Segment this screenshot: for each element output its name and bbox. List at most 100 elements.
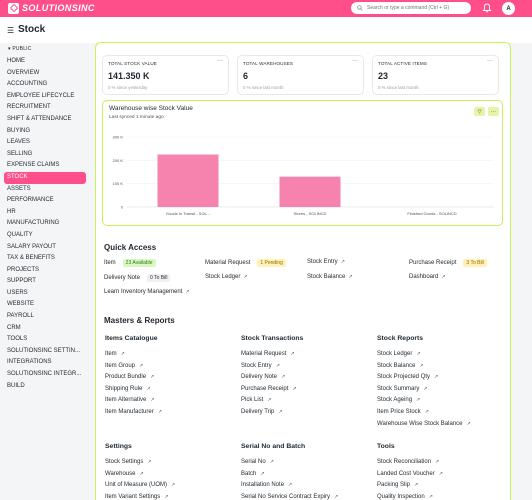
brand-logo[interactable]: SOLUTIONSINC [8, 2, 95, 14]
quick-access-link[interactable]: Dashboard ↗ [409, 274, 446, 280]
card-total-active-items[interactable]: Total Active Items 23 0 % since last mon… [372, 55, 499, 95]
sidebar-item[interactable]: SUPPORT [7, 278, 36, 285]
sidebar-item[interactable]: WEBSITE [7, 301, 35, 308]
quick-access-link[interactable]: Purchase Receipt 3 To Bill [409, 259, 487, 267]
arrow-up-right-icon: ↗ [348, 274, 353, 280]
arrow-up-right-icon: ↗ [281, 374, 286, 381]
report-link-label: Stock Ageing [377, 397, 413, 404]
report-link[interactable]: Warehouse Wise Stock Balance ↗ [377, 421, 471, 427]
card-value: 23 [378, 71, 389, 81]
report-link[interactable]: Item Manufacturer ↗ [105, 409, 162, 415]
report-link[interactable]: Serial No ↗ [241, 459, 274, 465]
report-link[interactable]: Stock Ageing ↗ [377, 397, 420, 403]
report-link[interactable]: Batch ↗ [241, 471, 265, 477]
sidebar-item[interactable]: LEAVES [7, 139, 30, 146]
sidebar-item[interactable]: SALARY PAYOUT [7, 243, 56, 250]
sidebar-item[interactable]: QUALITY [7, 231, 33, 238]
quick-access-link[interactable]: Item 23 Available [104, 259, 156, 267]
quick-access-link[interactable]: Stock Ledger ↗ [205, 274, 248, 280]
quick-access-link[interactable]: Stock Entry ↗ [307, 259, 345, 265]
card-total-stock-value[interactable]: Total Stock Value 141.350 K 0 % since ye… [102, 55, 229, 95]
report-link[interactable]: Purchase Receipt ↗ [241, 386, 297, 392]
card-menu-icon[interactable]: ··· [352, 58, 358, 64]
report-link[interactable]: Pick List ↗ [241, 397, 272, 403]
card-total-warehouses[interactable]: Total Warehouses 6 0 % since last month … [237, 55, 364, 95]
user-avatar[interactable]: A [502, 2, 515, 15]
quick-access-link[interactable]: Stock Balance ↗ [307, 274, 353, 280]
sidebar-item[interactable]: SELLING [7, 150, 33, 157]
sidebar-item[interactable]: OVERVIEW [7, 69, 40, 76]
sidebar-item[interactable]: PERFORMANCE [7, 197, 54, 204]
sidebar-item[interactable]: BUILD [7, 382, 25, 389]
report-link[interactable]: Stock Entry ↗ [241, 363, 280, 369]
search-input[interactable] [367, 5, 467, 11]
sidebar-item[interactable]: TOOLS [7, 336, 28, 343]
report-link[interactable]: Stock Settings ↗ [105, 459, 152, 465]
sidebar-item[interactable]: HOME [7, 58, 25, 64]
report-link[interactable]: Stock Reconciliation ↗ [377, 459, 439, 465]
sidebar-item[interactable]: BUYING [7, 127, 31, 134]
report-link[interactable]: Item Group ↗ [105, 363, 143, 369]
sidebar-item[interactable]: EXPENSE CLAIMS [7, 162, 60, 169]
sidebar-item[interactable]: SOLUTIONSINC SETTIN... [7, 347, 81, 354]
sidebar-item[interactable]: HR [7, 208, 16, 215]
sidebar-item[interactable]: SOLUTIONSINC INTEGR... [7, 371, 82, 378]
report-link[interactable]: Delivery Trip ↗ [241, 409, 283, 415]
report-link-label: Item Group [105, 362, 136, 369]
sidebar-item[interactable]: ASSETS [7, 185, 31, 192]
arrow-up-right-icon: ↗ [275, 362, 280, 369]
sidebar-item[interactable]: MANUFACTURING [7, 220, 60, 227]
notification-bell-icon[interactable] [482, 3, 492, 13]
sidebar-item[interactable]: PROJECTS [7, 266, 40, 273]
search-box[interactable] [351, 2, 471, 14]
report-link[interactable]: Landed Cost Voucher ↗ [377, 471, 443, 477]
report-link[interactable]: Stock Ledger ↗ [377, 351, 421, 357]
card-sub: 0 % since yesterday [108, 85, 148, 90]
y-tick-label: 100 K [113, 181, 124, 186]
sidebar-item[interactable]: ACCOUNTING [7, 81, 48, 88]
report-link[interactable]: Item Alternative ↗ [105, 397, 155, 403]
report-link[interactable]: Stock Balance ↗ [377, 363, 424, 369]
report-link[interactable]: Serial No Service Contract Expiry ↗ [241, 494, 338, 500]
quick-access-link[interactable]: Material Request 1 Pending [205, 259, 286, 267]
report-link[interactable]: Product Bundle ↗ [105, 374, 154, 380]
report-link[interactable]: Stock Summary ↗ [377, 386, 428, 392]
report-link[interactable]: Item ↗ [105, 351, 125, 357]
sidebar-item[interactable]: INTEGRATIONS [7, 359, 52, 366]
report-link[interactable]: Delivery Note ↗ [241, 374, 285, 380]
report-link[interactable]: Quality Inspection ↗ [377, 494, 433, 500]
sidebar-item[interactable]: USERS [7, 289, 28, 296]
bar[interactable] [279, 176, 341, 207]
report-link-label: Landed Cost Voucher [377, 470, 435, 477]
sidebar-group-label[interactable]: ▾ PUBLIC [8, 46, 32, 52]
chart-menu-icon[interactable]: ··· [488, 107, 499, 116]
report-link[interactable]: Packing Slip ↗ [377, 482, 418, 488]
card-menu-icon[interactable]: ··· [217, 58, 223, 64]
sidebar-item[interactable]: TAX & BENEFITS [7, 255, 55, 262]
sidebar-toggle-icon[interactable]: ☰ [7, 26, 15, 35]
report-link[interactable]: Stock Projected Qty ↗ [377, 374, 438, 380]
report-link[interactable]: Material Request ↗ [241, 351, 295, 357]
bar[interactable] [157, 154, 219, 208]
sidebar-item[interactable]: RECRUITMENT [7, 104, 51, 111]
sidebar-item[interactable]: SHIFT & ATTENDANCE [7, 115, 72, 122]
report-link[interactable]: Unit of Measure (UOM) ↗ [105, 482, 175, 488]
report-link-label: Packing Slip [377, 482, 411, 489]
quick-access-link[interactable]: Learn Inventory Management ↗ [104, 289, 190, 295]
count-badge: 1 Pending [257, 259, 286, 267]
report-link[interactable]: Installation Note ↗ [241, 482, 292, 488]
card-menu-icon[interactable]: ··· [487, 58, 493, 64]
arrow-up-right-icon: ↗ [340, 259, 345, 265]
report-group-title: Items Catalogue [105, 335, 158, 342]
report-link[interactable]: Item Price Stock ↗ [377, 409, 429, 415]
sidebar: HOME OVERVIEW ACCOUNTING EMPLOYEE LIFECYCLE… [0, 43, 92, 500]
sidebar-item[interactable]: CRM [7, 324, 21, 331]
sidebar-item[interactable]: PAYROLL [7, 313, 34, 320]
report-link[interactable]: Warehouse ↗ [105, 471, 144, 477]
report-link[interactable]: Shipping Rule ↗ [105, 386, 151, 392]
report-link[interactable]: Item Variant Settings ↗ [105, 494, 168, 500]
quick-access-link[interactable]: Delivery Note 0 To Bill [104, 274, 171, 282]
filter-icon[interactable]: ▽ [474, 107, 485, 116]
sidebar-item[interactable]: EMPLOYEE LIFECYCLE [7, 92, 75, 99]
sidebar-item[interactable]: STOCK [4, 171, 86, 184]
